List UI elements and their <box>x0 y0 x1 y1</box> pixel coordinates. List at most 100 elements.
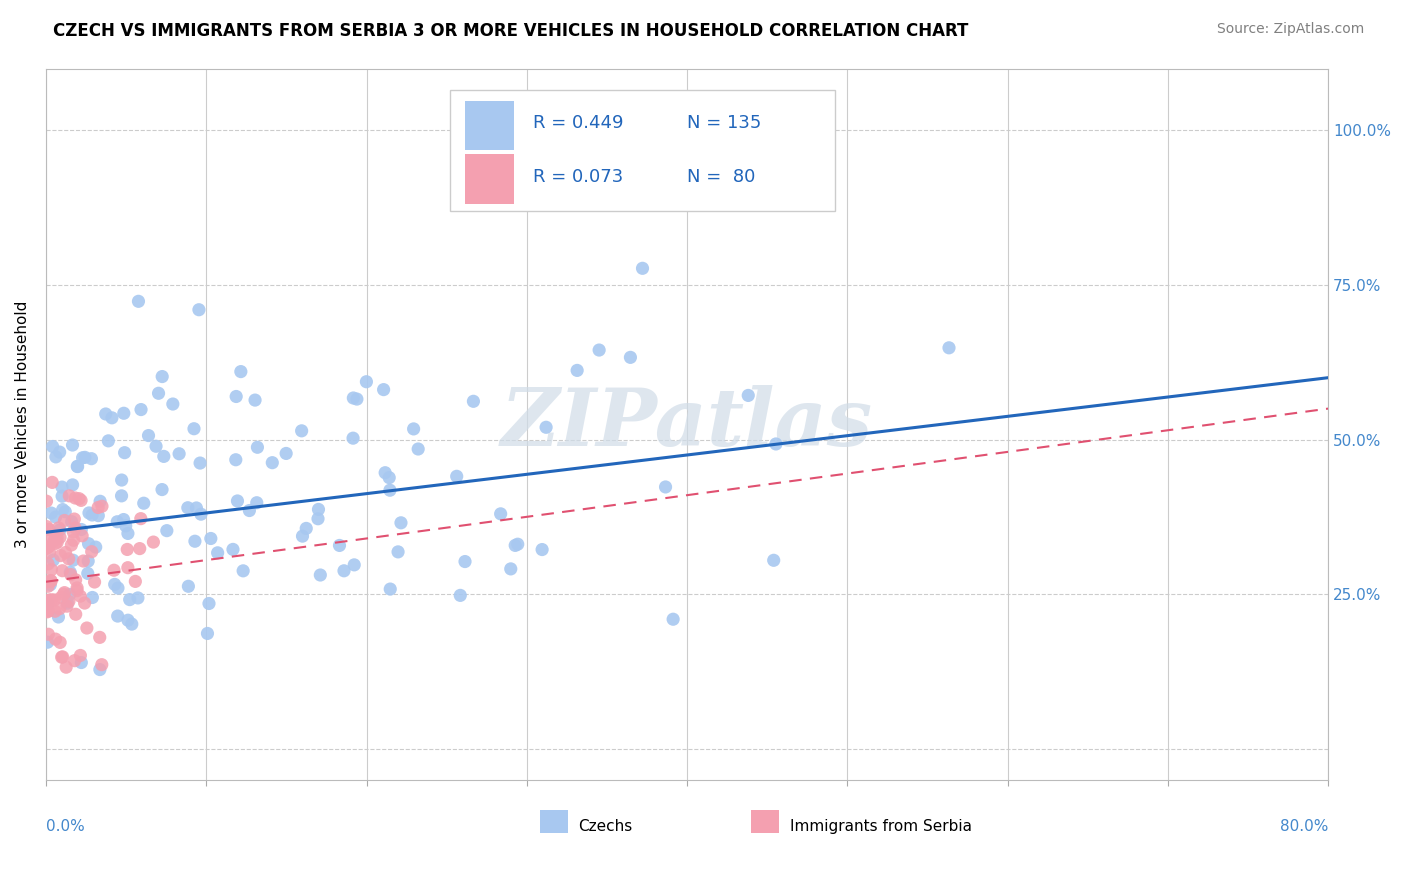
Point <box>225 452 247 467</box>
Point <box>87 500 110 515</box>
Point <box>188 456 211 470</box>
Point <box>138 428 160 442</box>
Point <box>124 574 146 589</box>
Point <box>42 553 65 567</box>
Text: 0.0%: 0.0% <box>46 819 84 834</box>
Point <box>44 632 66 646</box>
Point <box>389 516 412 530</box>
Point <box>295 521 318 535</box>
Point <box>91 500 114 514</box>
Point <box>46 535 69 549</box>
Point <box>737 388 759 402</box>
Point <box>49 635 72 649</box>
Point <box>89 631 111 645</box>
Point <box>631 261 654 276</box>
Point <box>105 515 128 529</box>
Point <box>333 564 356 578</box>
Point <box>238 503 260 517</box>
Point <box>45 510 67 524</box>
Bar <box>465 101 515 150</box>
Point <box>402 422 425 436</box>
Point <box>565 363 588 377</box>
Point <box>65 607 87 622</box>
Bar <box>540 810 568 833</box>
Text: N =  80: N = 80 <box>688 168 755 186</box>
Point <box>506 537 529 551</box>
Point <box>59 566 82 580</box>
Point <box>153 450 176 464</box>
Point <box>82 508 104 522</box>
Point <box>37 597 59 611</box>
Point <box>112 512 135 526</box>
Point <box>53 585 76 599</box>
Point <box>129 511 152 525</box>
Point <box>39 574 62 589</box>
Point <box>77 506 100 520</box>
Text: N = 135: N = 135 <box>688 114 762 132</box>
Point <box>156 524 179 538</box>
Point <box>378 470 401 484</box>
Point <box>35 541 58 556</box>
Point <box>276 446 298 460</box>
Point <box>52 649 75 664</box>
Point <box>55 545 77 559</box>
Point <box>938 341 960 355</box>
Point <box>104 577 127 591</box>
Y-axis label: 3 or more Vehicles in Household: 3 or more Vehicles in Household <box>15 301 30 548</box>
Point <box>145 439 167 453</box>
Point <box>66 581 89 595</box>
Point <box>49 549 72 563</box>
Point <box>70 656 93 670</box>
Point <box>150 483 173 497</box>
Text: Czechs: Czechs <box>578 819 633 834</box>
Point <box>51 480 73 494</box>
Point <box>53 505 76 519</box>
Point <box>51 564 73 578</box>
Point <box>63 654 86 668</box>
Point <box>121 617 143 632</box>
Point <box>129 402 152 417</box>
Point <box>51 650 73 665</box>
Point <box>87 508 110 523</box>
Point <box>343 558 366 572</box>
Point <box>60 515 83 529</box>
Point <box>190 507 212 521</box>
Point <box>83 574 105 589</box>
Point <box>489 507 512 521</box>
Point <box>66 459 89 474</box>
Point <box>142 535 165 549</box>
Point <box>588 343 610 357</box>
Point <box>73 450 96 465</box>
Point <box>127 294 149 309</box>
Point <box>49 523 72 537</box>
Point <box>37 557 59 571</box>
Point <box>41 563 63 577</box>
Point <box>654 480 676 494</box>
Point <box>446 469 468 483</box>
Text: R = 0.073: R = 0.073 <box>533 168 623 186</box>
Point <box>373 383 395 397</box>
Point <box>112 406 135 420</box>
Point <box>162 397 184 411</box>
Point <box>356 375 378 389</box>
Point <box>77 537 100 551</box>
Point <box>39 574 62 588</box>
Point <box>328 538 350 552</box>
Point <box>150 369 173 384</box>
Point <box>80 451 103 466</box>
Point <box>291 424 314 438</box>
Point <box>67 491 90 506</box>
Point <box>70 529 93 543</box>
Point <box>662 612 685 626</box>
Point <box>48 521 70 535</box>
Point <box>346 392 368 406</box>
Point <box>380 582 402 596</box>
Point <box>59 587 82 601</box>
Point <box>76 621 98 635</box>
Point <box>762 553 785 567</box>
Point <box>62 478 84 492</box>
Point <box>65 573 87 587</box>
Point <box>41 475 63 490</box>
Point <box>37 574 59 589</box>
Point <box>309 568 332 582</box>
